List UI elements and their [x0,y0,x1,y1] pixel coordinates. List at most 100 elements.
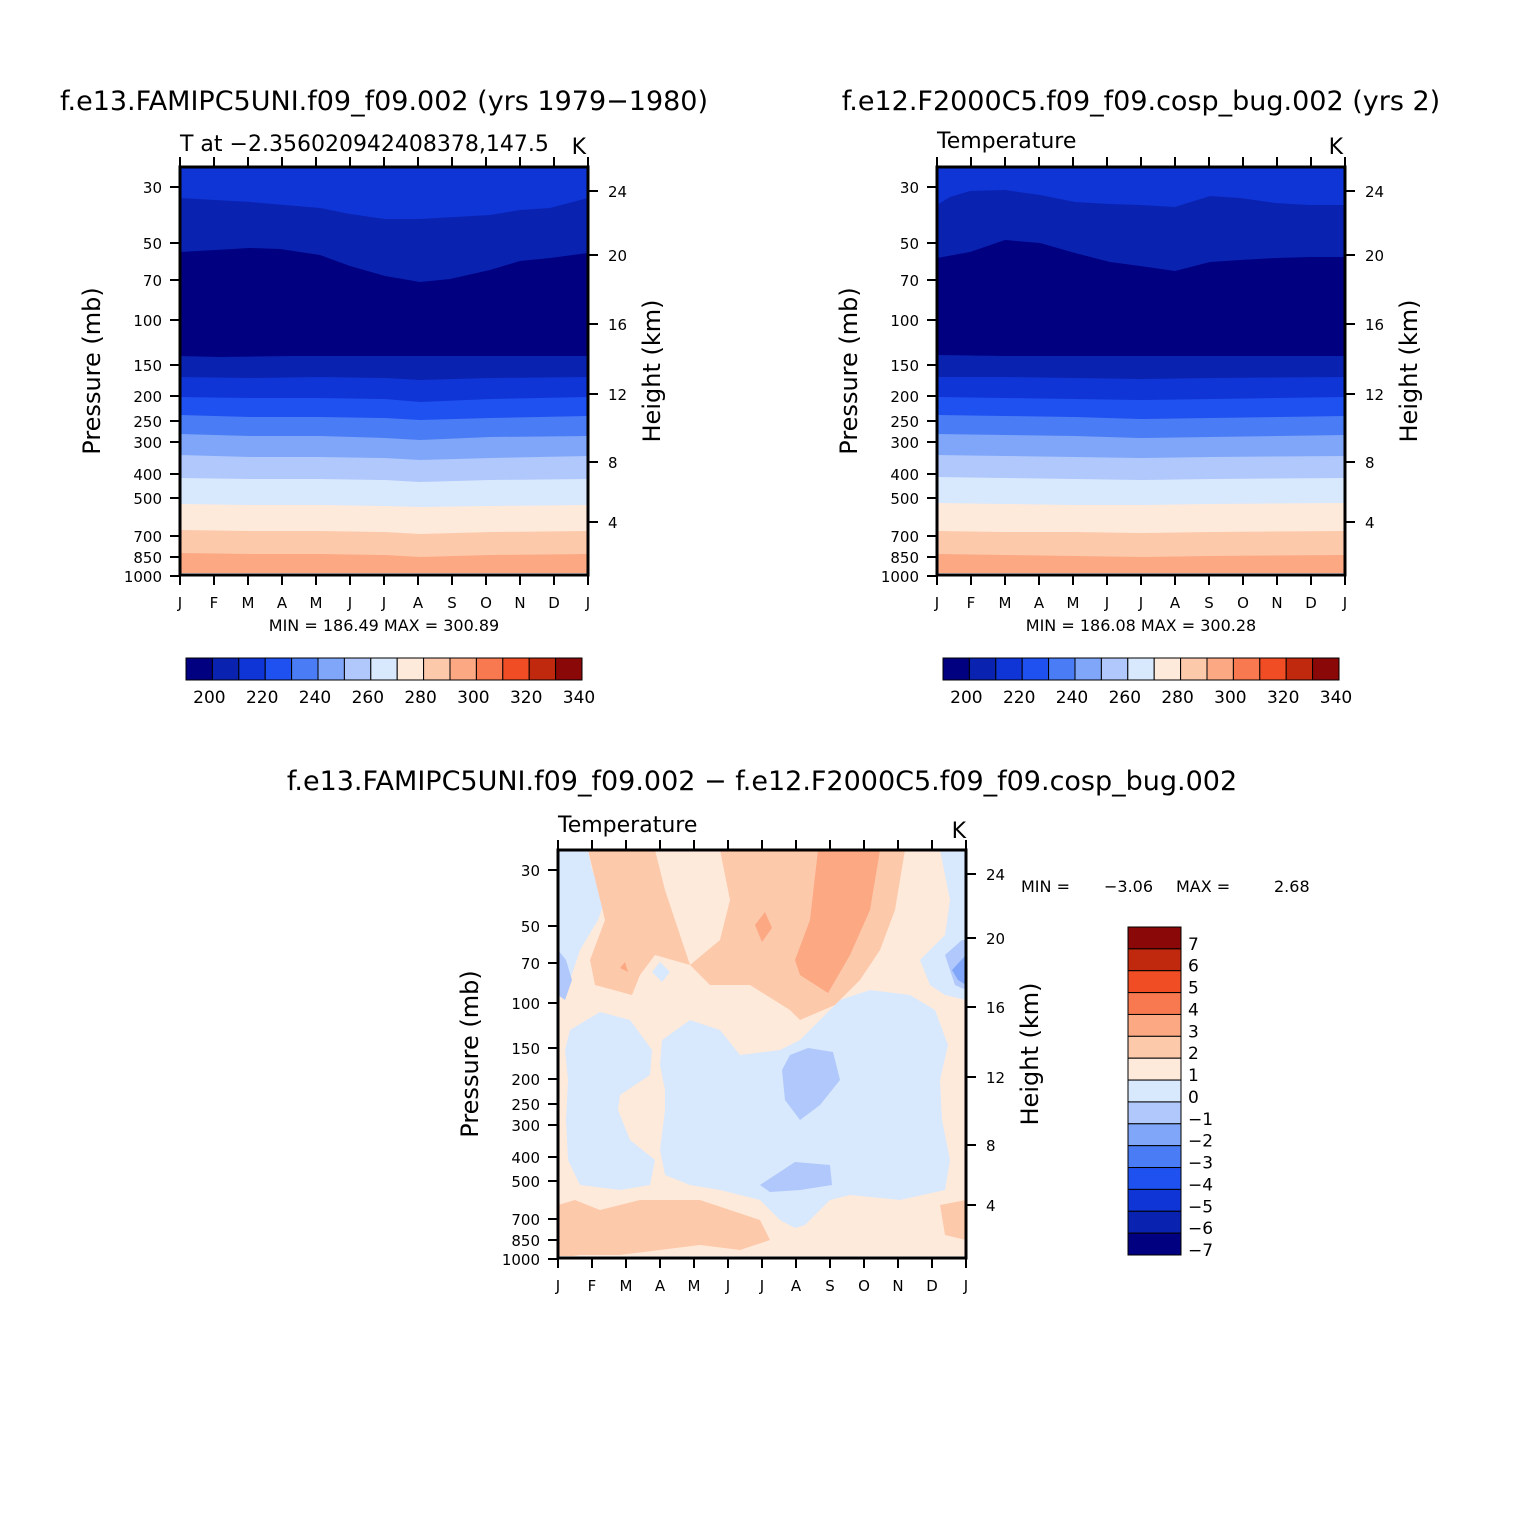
colorbar-swatch [291,657,319,681]
y2-tick-label: 8 [986,1137,996,1155]
x-tick-label: A [413,594,424,612]
x-tick-label: S [447,594,457,612]
panel-3-units-label: K [952,819,967,844]
x-tick-label: O [858,1277,870,1295]
x-tick-label: A [791,1277,802,1295]
panel-3-stats-min: −3.06 [1104,877,1153,896]
colorbar-label: 280 [404,688,436,708]
colorbar-label: 260 [352,688,384,708]
y2-tick-label: 4 [608,514,618,532]
y-tick-label: 50 [521,918,540,936]
panel-2-xticks: J F M A M J J A S O N D J 30 50 70 100 150 200 250 300 400 500… [835,157,1423,612]
y2-tick-label: 16 [608,316,627,334]
y-axis-title: Pressure (mb) [456,970,484,1137]
colorbar-swatch [370,657,398,681]
y-tick-label: 100 [890,312,919,330]
y-tick-label: 50 [900,235,919,253]
panel-2: f.e12.F2000C5.f09_f09.cosp_bug.002 (yrs … [835,86,1440,708]
colorbar-label: 280 [1161,688,1193,708]
y-tick-label: 30 [143,179,162,197]
panel-1-units-label: K [572,135,587,160]
y-tick-label: 100 [133,312,162,330]
y-tick-label: 400 [133,466,162,484]
y2-tick-label: 24 [986,866,1005,884]
y2-tick-label: 16 [1365,316,1384,334]
y2-axis-title: Height (km) [1395,300,1423,443]
colorbar-label: −6 [1188,1219,1213,1239]
colorbar-swatch [343,657,372,681]
colorbar-label: 300 [1214,688,1246,708]
colorbar-swatch [1180,657,1208,681]
colorbar-swatch [264,657,293,681]
y2-axis-title: Height (km) [1016,983,1044,1126]
colorbar-swatch [1048,657,1076,681]
colorbar-swatch [528,657,557,681]
colorbar-swatch [1127,992,1182,1015]
colorbar-swatch [942,657,970,681]
contour-fill [755,912,772,942]
x-tick-label: M [1067,594,1080,612]
colorbar-swatch [555,657,583,681]
panel-3: f.e13.FAMIPC5UNI.f09_f09.002 − f.e12.F20… [287,766,1310,1295]
panel-2-contours [937,167,1345,575]
x-tick-label: J [1342,594,1347,612]
y-tick-label: 70 [521,955,540,973]
x-tick-label: J [1104,594,1109,612]
panel-1-stats: MIN = 186.49 MAX = 300.89 [269,616,499,635]
colorbar-label: 200 [193,688,225,708]
x-tick-label: J [725,1277,730,1295]
x-tick-label: D [1305,594,1317,612]
x-tick-label: J [963,1277,968,1295]
panel-2-left-label: Temperature [936,129,1076,154]
y-tick-label: 250 [133,413,162,431]
y-tick-label: 500 [890,490,919,508]
colorbar-label: −4 [1188,1175,1213,1195]
colorbar-label: 5 [1188,979,1199,999]
y-tick-label: 300 [890,434,919,452]
colorbar-label: 7 [1188,935,1199,955]
panel-2-colorbar: 200 220 240 260 280 300 320 340 [942,657,1352,708]
y-tick-label: 150 [511,1040,540,1058]
colorbar-label: 6 [1188,957,1199,977]
colorbar-label: 240 [1056,688,1088,708]
colorbar-label: 3 [1188,1022,1199,1042]
colorbar-label: −2 [1188,1132,1213,1152]
y-tick-label: 200 [133,388,162,406]
y-tick-label: 1000 [881,568,919,586]
y-tick-label: 100 [511,995,540,1013]
colorbar-label: 1 [1188,1066,1199,1086]
colorbar-label: 200 [950,688,982,708]
colorbar-label: 260 [1109,688,1141,708]
x-tick-label: A [1170,594,1181,612]
colorbar-swatch [396,657,425,681]
x-tick-label: O [1237,594,1249,612]
x-tick-label: O [480,594,492,612]
y-tick-label: 50 [143,235,162,253]
panel-3-left-label: Temperature [557,813,697,838]
contour-fill [940,1200,966,1240]
x-tick-label: A [655,1277,666,1295]
y2-axis-title: Height (km) [638,300,666,443]
contour-fill [760,1162,832,1192]
colorbar-label: −3 [1188,1154,1213,1174]
colorbar-label: 320 [1267,688,1299,708]
colorbar-swatch [238,657,266,681]
colorbar-swatch [449,657,477,681]
y-tick-label: 30 [521,862,540,880]
y2-tick-label: 8 [1365,454,1375,472]
y-tick-label: 500 [511,1173,540,1191]
panel-3-title: f.e13.FAMIPC5UNI.f09_f09.002 − f.e12.F20… [287,766,1237,797]
x-tick-label: J [1138,594,1143,612]
x-tick-label: D [548,594,560,612]
y-tick-label: 400 [890,466,919,484]
y2-tick-label: 12 [1365,386,1384,404]
y2-tick-label: 20 [608,247,627,265]
colorbar-swatch [1127,970,1182,994]
y-tick-label: 300 [133,434,162,452]
colorbar-swatch [1100,657,1129,681]
y-tick-label: 850 [133,549,162,567]
contour-fill [620,962,628,972]
colorbar-swatch [317,657,345,681]
contour-fill [952,955,966,985]
